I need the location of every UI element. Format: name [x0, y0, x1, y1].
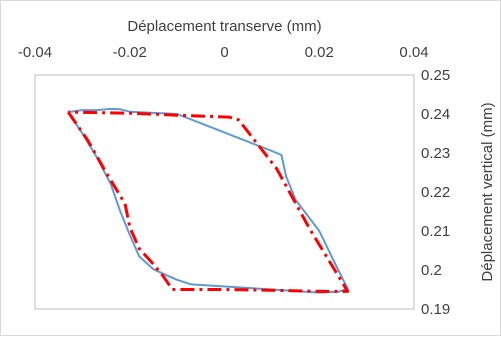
y-tick-label: 0.19: [421, 301, 450, 318]
x-tick-label: 0: [220, 44, 228, 61]
plot-area-border: [34, 74, 415, 310]
x-tick-label: -0.04: [18, 44, 52, 61]
y-tick-label: 0.21: [421, 223, 450, 240]
x-axis-ticks: -0.04 -0.02 0 0.02 0.04: [18, 44, 429, 61]
y-axis-ticks: 0.25 0.24 0.23 0.22 0.21 0.2 0.19: [421, 67, 450, 318]
y-tick-label: 0.22: [421, 184, 450, 201]
series-line-red-dashdot: [66, 110, 350, 293]
x-tick-label: -0.02: [113, 44, 147, 61]
x-tick-label: 0.02: [305, 44, 334, 61]
y-axis-title: Déplacement vertical (mm): [479, 102, 496, 281]
x-tick-label: 0.04: [399, 44, 428, 61]
y-tick-label: 0.23: [421, 145, 450, 162]
x-axis-title: Déplacement transerve (mm): [127, 18, 321, 35]
series-layer: [66, 107, 350, 294]
y-tick-label: 0.2: [421, 262, 442, 279]
y-tick-label: 0.24: [421, 106, 450, 123]
y-tick-label: 0.25: [421, 67, 450, 84]
